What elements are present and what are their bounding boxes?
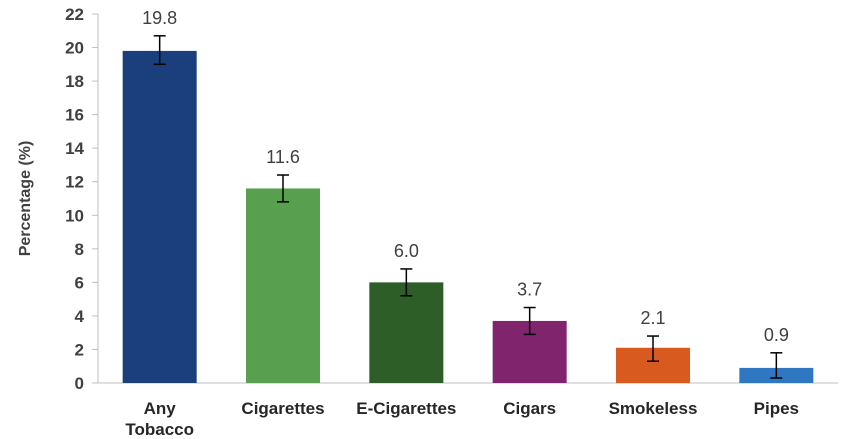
y-tick-label: 14 — [65, 139, 84, 158]
y-tick-label: 6 — [75, 273, 84, 292]
data-labels: 19.8 11.6 6.0 3.7 2.1 0.9 — [142, 8, 789, 345]
data-label: 2.1 — [640, 308, 665, 328]
category-label: Smokeless — [609, 399, 698, 418]
category-label: Any Tobacco — [125, 399, 194, 439]
y-tick-label: 18 — [65, 72, 84, 91]
error-bar — [277, 174, 289, 203]
y-tick-label: 10 — [65, 206, 84, 225]
error-bar — [523, 306, 536, 336]
bars — [122, 50, 814, 384]
error-bar — [153, 35, 166, 66]
error-bars — [153, 35, 783, 379]
y-tick-label: 16 — [65, 106, 84, 125]
y-tick-label: 22 — [65, 5, 84, 24]
y-tick-label: 12 — [65, 173, 84, 192]
error-bar — [400, 268, 413, 297]
y-tick-label: 2 — [75, 340, 84, 359]
data-label: 0.9 — [764, 325, 789, 345]
bar — [246, 188, 320, 383]
y-tick-label: 20 — [65, 39, 84, 58]
bar — [369, 282, 444, 383]
error-bar — [647, 335, 659, 362]
y-tick-label: 4 — [75, 307, 85, 326]
y-tick-label: 0 — [75, 374, 84, 393]
y-axis-title: Percentage (%) — [17, 141, 34, 257]
bar — [122, 50, 197, 384]
y-tick-label: 8 — [75, 240, 84, 259]
y-axis-ticks: 0 2 4 6 8 10 12 14 16 18 20 22 — [65, 5, 98, 393]
category-label: Pipes — [754, 399, 799, 418]
category-label: Cigars — [503, 399, 556, 418]
category-label: E-Cigarettes — [356, 399, 456, 418]
data-label: 3.7 — [517, 280, 542, 300]
category-labels: Any Tobacco Cigarettes E-Cigarettes Cigars Sm… — [125, 399, 799, 439]
data-label: 19.8 — [142, 8, 177, 28]
data-label: 6.0 — [394, 241, 419, 261]
error-bar — [770, 352, 783, 379]
category-label: Cigarettes — [241, 399, 324, 418]
data-label: 11.6 — [266, 147, 300, 167]
